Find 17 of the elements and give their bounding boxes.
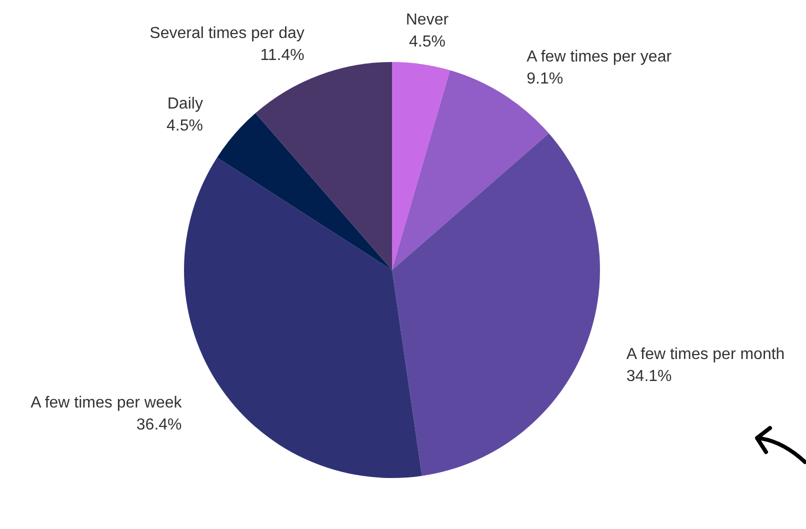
data-label: 4.5% bbox=[166, 117, 203, 134]
slice-label: Several times per day bbox=[150, 24, 304, 42]
slice-label: Daily bbox=[167, 95, 203, 112]
data-label: 11.4% bbox=[260, 46, 304, 64]
data-label: 9.1% bbox=[526, 70, 564, 88]
data-label: 4.5% bbox=[408, 33, 446, 50]
slice-label: A few times per month bbox=[626, 346, 785, 363]
slice-label: A few times per year bbox=[526, 48, 672, 66]
pie-slice bbox=[392, 62, 450, 270]
pie-slice bbox=[217, 113, 392, 270]
slice-label: Never bbox=[406, 11, 450, 28]
slice-label: A few times per week bbox=[30, 394, 183, 412]
data-label: 36.4% bbox=[136, 416, 182, 434]
pie-slice bbox=[184, 157, 422, 478]
pie-slice bbox=[392, 133, 600, 476]
data-label: 34.1% bbox=[626, 368, 672, 385]
pie-slice bbox=[255, 62, 392, 270]
